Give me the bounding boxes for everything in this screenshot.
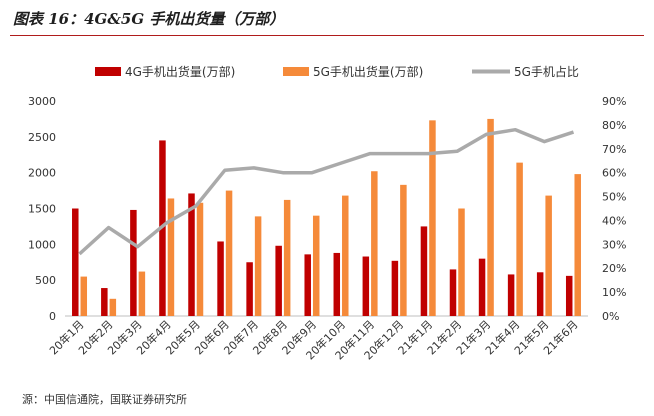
bar-4g <box>420 226 428 316</box>
ratio-line <box>78 127 575 256</box>
bar-4g <box>188 193 195 316</box>
y-right-tick-label: 70% <box>602 143 626 156</box>
bars <box>72 118 581 317</box>
legend-label-4g: 4G手机出货量(万部) <box>125 64 235 79</box>
chart-title: 图表 16：4G&5G 手机出货量（万部） <box>13 10 285 28</box>
y-left-tick-label: 3000 <box>28 95 56 108</box>
bar-5g <box>312 215 320 316</box>
bar-5g <box>545 195 552 316</box>
y-left-tick-label: 500 <box>35 274 56 287</box>
bar-4g <box>362 256 370 316</box>
bar-5g <box>429 120 436 316</box>
bar-5g <box>80 276 88 316</box>
legend-label-ratio: 5G手机占比 <box>514 64 579 79</box>
y-right-tick-label: 50% <box>602 191 626 204</box>
legend-swatch-4g <box>95 67 121 76</box>
bar-4g <box>275 245 282 316</box>
bar-5g <box>167 198 175 316</box>
bar-4g <box>391 260 399 316</box>
ratio-line-group <box>78 127 575 256</box>
bar-4g <box>449 269 457 316</box>
y-left-tick-label: 2000 <box>28 167 56 180</box>
bar-4g <box>246 262 253 316</box>
y-right-tick-label: 30% <box>602 238 626 251</box>
bar-5g <box>342 195 349 316</box>
chart: 4G手机出货量(万部) 5G手机出货量(万部) 5G手机占比 0 500 1000 1… <box>28 64 626 362</box>
bar-4g <box>565 275 573 316</box>
bar-5g <box>138 271 146 316</box>
y-left-tick-label: 0 <box>49 310 56 323</box>
axes: 0 500 1000 1500 2000 2500 3000 0% 10% 20% 30% 40% 50… <box>28 95 626 323</box>
bar-4g <box>101 288 108 316</box>
bar-4g <box>130 209 137 316</box>
y-right-tick-label: 40% <box>602 214 626 227</box>
y-left-tick-label: 1500 <box>28 203 56 216</box>
bar-5g <box>283 199 291 316</box>
bar-5g <box>458 208 465 316</box>
bar-5g <box>516 162 523 316</box>
bar-4g <box>333 252 341 316</box>
bar-5g <box>254 216 262 316</box>
bar-5g <box>400 184 407 316</box>
y-right-tick-label: 10% <box>602 286 626 299</box>
y-left-tick-label: 1000 <box>28 238 56 251</box>
bar-4g <box>536 272 544 316</box>
bar-5g <box>196 202 204 316</box>
bar-4g <box>217 241 224 316</box>
y-right-tick-label: 0% <box>602 310 619 323</box>
y-left-tick-label: 2500 <box>28 131 56 144</box>
title-divider <box>10 35 644 36</box>
bar-4g <box>304 254 311 316</box>
source-note: 源：中国信通院，国联证券研究所 <box>22 393 187 406</box>
y-right-tick-label: 90% <box>602 95 626 108</box>
y-right-tick-label: 20% <box>602 262 626 275</box>
bar-5g <box>371 171 378 316</box>
bar-4g <box>507 274 515 316</box>
legend-label-5g: 5G手机出货量(万部) <box>313 64 423 79</box>
bar-5g <box>487 118 494 317</box>
legend-swatch-5g <box>283 67 309 76</box>
y-right-tick-label: 80% <box>602 119 626 132</box>
bar-5g <box>574 174 581 316</box>
legend: 4G手机出货量(万部) 5G手机出货量(万部) 5G手机占比 <box>95 64 579 79</box>
bar-4g <box>478 258 486 316</box>
bar-5g <box>225 190 233 316</box>
bar-5g <box>109 298 117 316</box>
bar-4g <box>72 208 79 316</box>
y-right-tick-label: 60% <box>602 167 626 180</box>
x-tick-labels: 20年1月20年2月20年3月20年4月20年5月20年6月20年7月20年8月… <box>46 317 580 362</box>
